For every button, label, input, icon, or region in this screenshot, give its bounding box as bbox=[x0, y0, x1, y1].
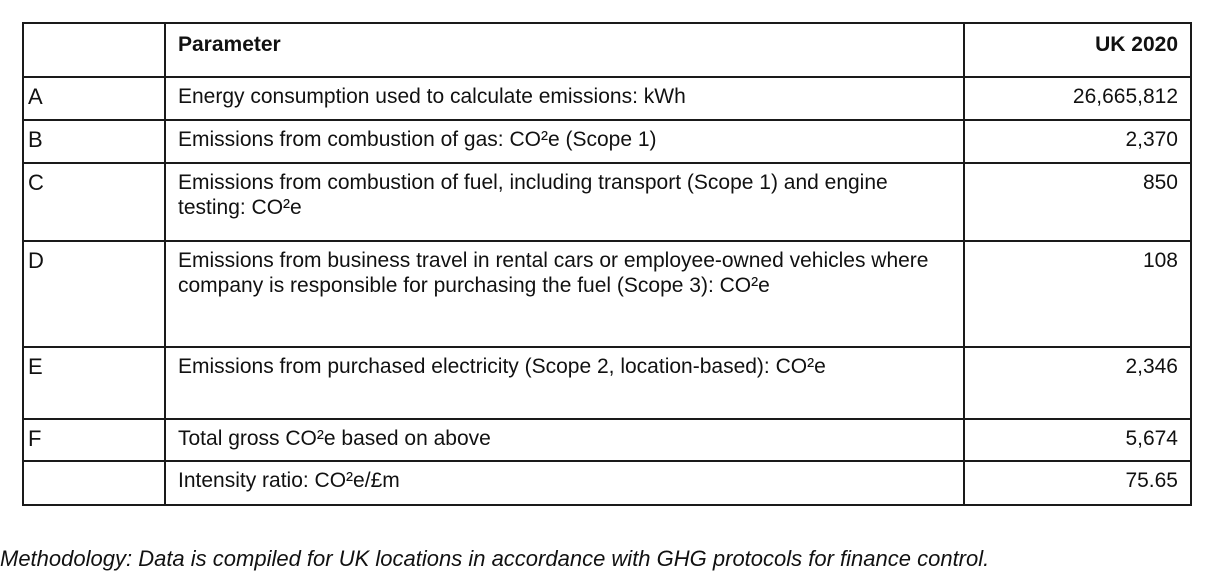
table-row: A Energy consumption used to calculate e… bbox=[22, 76, 1192, 121]
table-row: F Total gross CO²e based on above 5,674 bbox=[22, 418, 1192, 462]
row-value: 2,346 bbox=[963, 346, 1192, 420]
row-id: F bbox=[22, 418, 166, 462]
row-parameter: Energy consumption used to calculate emi… bbox=[164, 76, 965, 121]
emissions-table: Parameter UK 2020 A Energy consumption u… bbox=[22, 22, 1192, 506]
table-row: D Emissions from business travel in rent… bbox=[22, 240, 1192, 348]
row-parameter: Intensity ratio: CO²e/£m bbox=[164, 460, 965, 506]
header-value: UK 2020 bbox=[963, 22, 1192, 78]
methodology-note: Methodology: Data is compiled for UK loc… bbox=[0, 546, 990, 571]
emissions-table-container: Parameter UK 2020 A Energy consumption u… bbox=[22, 22, 1192, 506]
row-parameter: Emissions from purchased electricity (Sc… bbox=[164, 346, 965, 420]
row-parameter: Emissions from business travel in rental… bbox=[164, 240, 965, 348]
row-value: 850 bbox=[963, 162, 1192, 242]
row-id: E bbox=[22, 346, 166, 420]
row-id: C bbox=[22, 162, 166, 242]
row-parameter: Total gross CO²e based on above bbox=[164, 418, 965, 462]
row-value: 26,665,812 bbox=[963, 76, 1192, 121]
row-value: 5,674 bbox=[963, 418, 1192, 462]
row-id: B bbox=[22, 119, 166, 164]
table-row: E Emissions from purchased electricity (… bbox=[22, 346, 1192, 420]
table-row: B Emissions from combustion of gas: CO²e… bbox=[22, 119, 1192, 164]
row-id: A bbox=[22, 76, 166, 121]
table-row: Intensity ratio: CO²e/£m 75.65 bbox=[22, 460, 1192, 506]
row-value: 108 bbox=[963, 240, 1192, 348]
table-header-row: Parameter UK 2020 bbox=[22, 22, 1192, 78]
table-row: C Emissions from combustion of fuel, inc… bbox=[22, 162, 1192, 242]
header-id-cell bbox=[22, 22, 166, 78]
row-id bbox=[22, 460, 166, 506]
header-parameter: Parameter bbox=[164, 22, 965, 78]
row-parameter: Emissions from combustion of gas: CO²e (… bbox=[164, 119, 965, 164]
row-parameter: Emissions from combustion of fuel, inclu… bbox=[164, 162, 965, 242]
row-value: 75.65 bbox=[963, 460, 1192, 506]
row-id: D bbox=[22, 240, 166, 348]
row-value: 2,370 bbox=[963, 119, 1192, 164]
